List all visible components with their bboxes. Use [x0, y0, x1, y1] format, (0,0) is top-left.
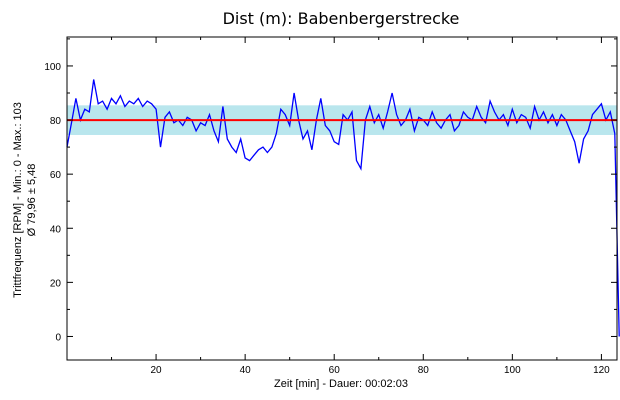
y-tick-label: 40 [50, 224, 62, 235]
y-tick-label: 0 [55, 332, 61, 343]
x-tick-label: 40 [240, 365, 252, 376]
y-tick-label: 80 [50, 116, 62, 127]
y-tick-label: 100 [44, 62, 61, 73]
plot-frame [66, 36, 618, 361]
y-tick-label: 60 [50, 170, 62, 181]
x-tick-label: 60 [329, 365, 341, 376]
x-tick-label: 20 [151, 365, 163, 376]
x-axis-label: Zeit [min] - Dauer: 00:02:03 [274, 378, 408, 390]
y-axis-stats-label: Ø 79,96 ± 5,48 [26, 164, 38, 237]
x-tick-label: 80 [418, 365, 430, 376]
chart-title: Dist (m): Babenbergerstrecke [223, 9, 460, 28]
y-tick-label: 20 [50, 278, 62, 289]
x-tick-label: 120 [593, 365, 610, 376]
x-tick-label: 100 [504, 365, 521, 376]
y-axis-label: Trittfrequenz [RPM] - Min.: 0 - Max.: 10… [12, 102, 24, 298]
